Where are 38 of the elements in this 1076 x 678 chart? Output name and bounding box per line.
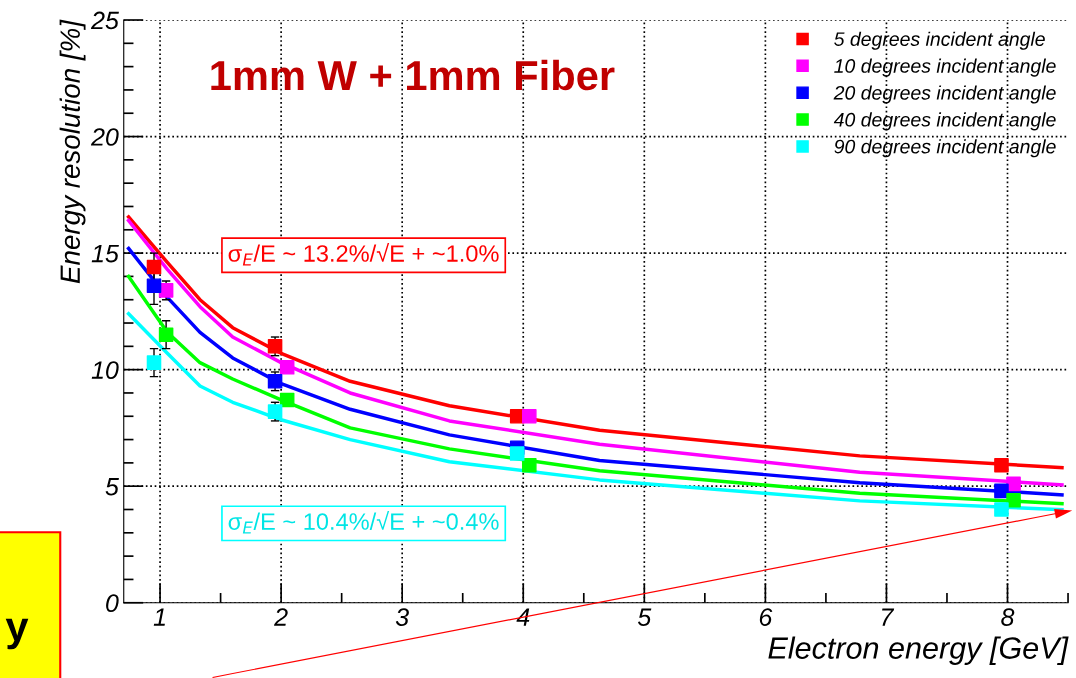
point xyxy=(1006,492,1021,508)
point xyxy=(279,360,295,375)
annotation: σ$_{E}$/E ~ 10.4%/√E + ~0.4% xyxy=(228,511,499,534)
text: 1mm W + 1mm Fiber xyxy=(211,59,615,91)
x-tick-label: 5 xyxy=(637,608,652,626)
point xyxy=(146,259,162,275)
y-tick-label: 25 xyxy=(90,11,119,30)
x-tick-label: 3 xyxy=(395,608,409,626)
point xyxy=(994,483,1009,499)
point xyxy=(522,457,537,473)
point xyxy=(1006,476,1021,492)
y-tick-label: 10 xyxy=(91,361,119,379)
point xyxy=(994,502,1009,517)
y-axis-title: Energy resolution [%] xyxy=(59,19,86,284)
point xyxy=(279,392,295,408)
legend-label: 40 degrees incident angle xyxy=(833,112,1056,131)
y-tick-label: 20 xyxy=(90,128,119,146)
x-tick-label: 2 xyxy=(274,608,288,626)
point xyxy=(146,355,162,370)
annotation: σ$_{E}$/E ~ 13.2%/√E + ~1.0% xyxy=(228,242,499,266)
x-tick-label: 1 xyxy=(153,608,165,626)
legend-label: 20 degrees incident angle xyxy=(833,85,1056,104)
legend-label: 5 degrees incident angle xyxy=(834,31,1045,50)
y-tick-label: 5 xyxy=(105,478,119,496)
point xyxy=(158,327,174,342)
point xyxy=(522,408,537,424)
y-tick-label: 0 xyxy=(106,594,119,613)
x-tick-label: 7 xyxy=(882,608,895,626)
legend-label: 90 degrees incident angle xyxy=(834,139,1056,158)
point xyxy=(994,457,1009,473)
x-tick-label: 6 xyxy=(759,608,773,626)
legend-label: 10 degrees incident angle xyxy=(834,58,1056,77)
x-axis-title: Electron energy [GeV] xyxy=(768,636,1069,665)
text: y xyxy=(5,618,29,650)
point xyxy=(146,278,162,294)
y-tick-label: 15 xyxy=(91,244,119,263)
x-tick-label: 8 xyxy=(1001,608,1015,626)
point xyxy=(509,446,525,461)
